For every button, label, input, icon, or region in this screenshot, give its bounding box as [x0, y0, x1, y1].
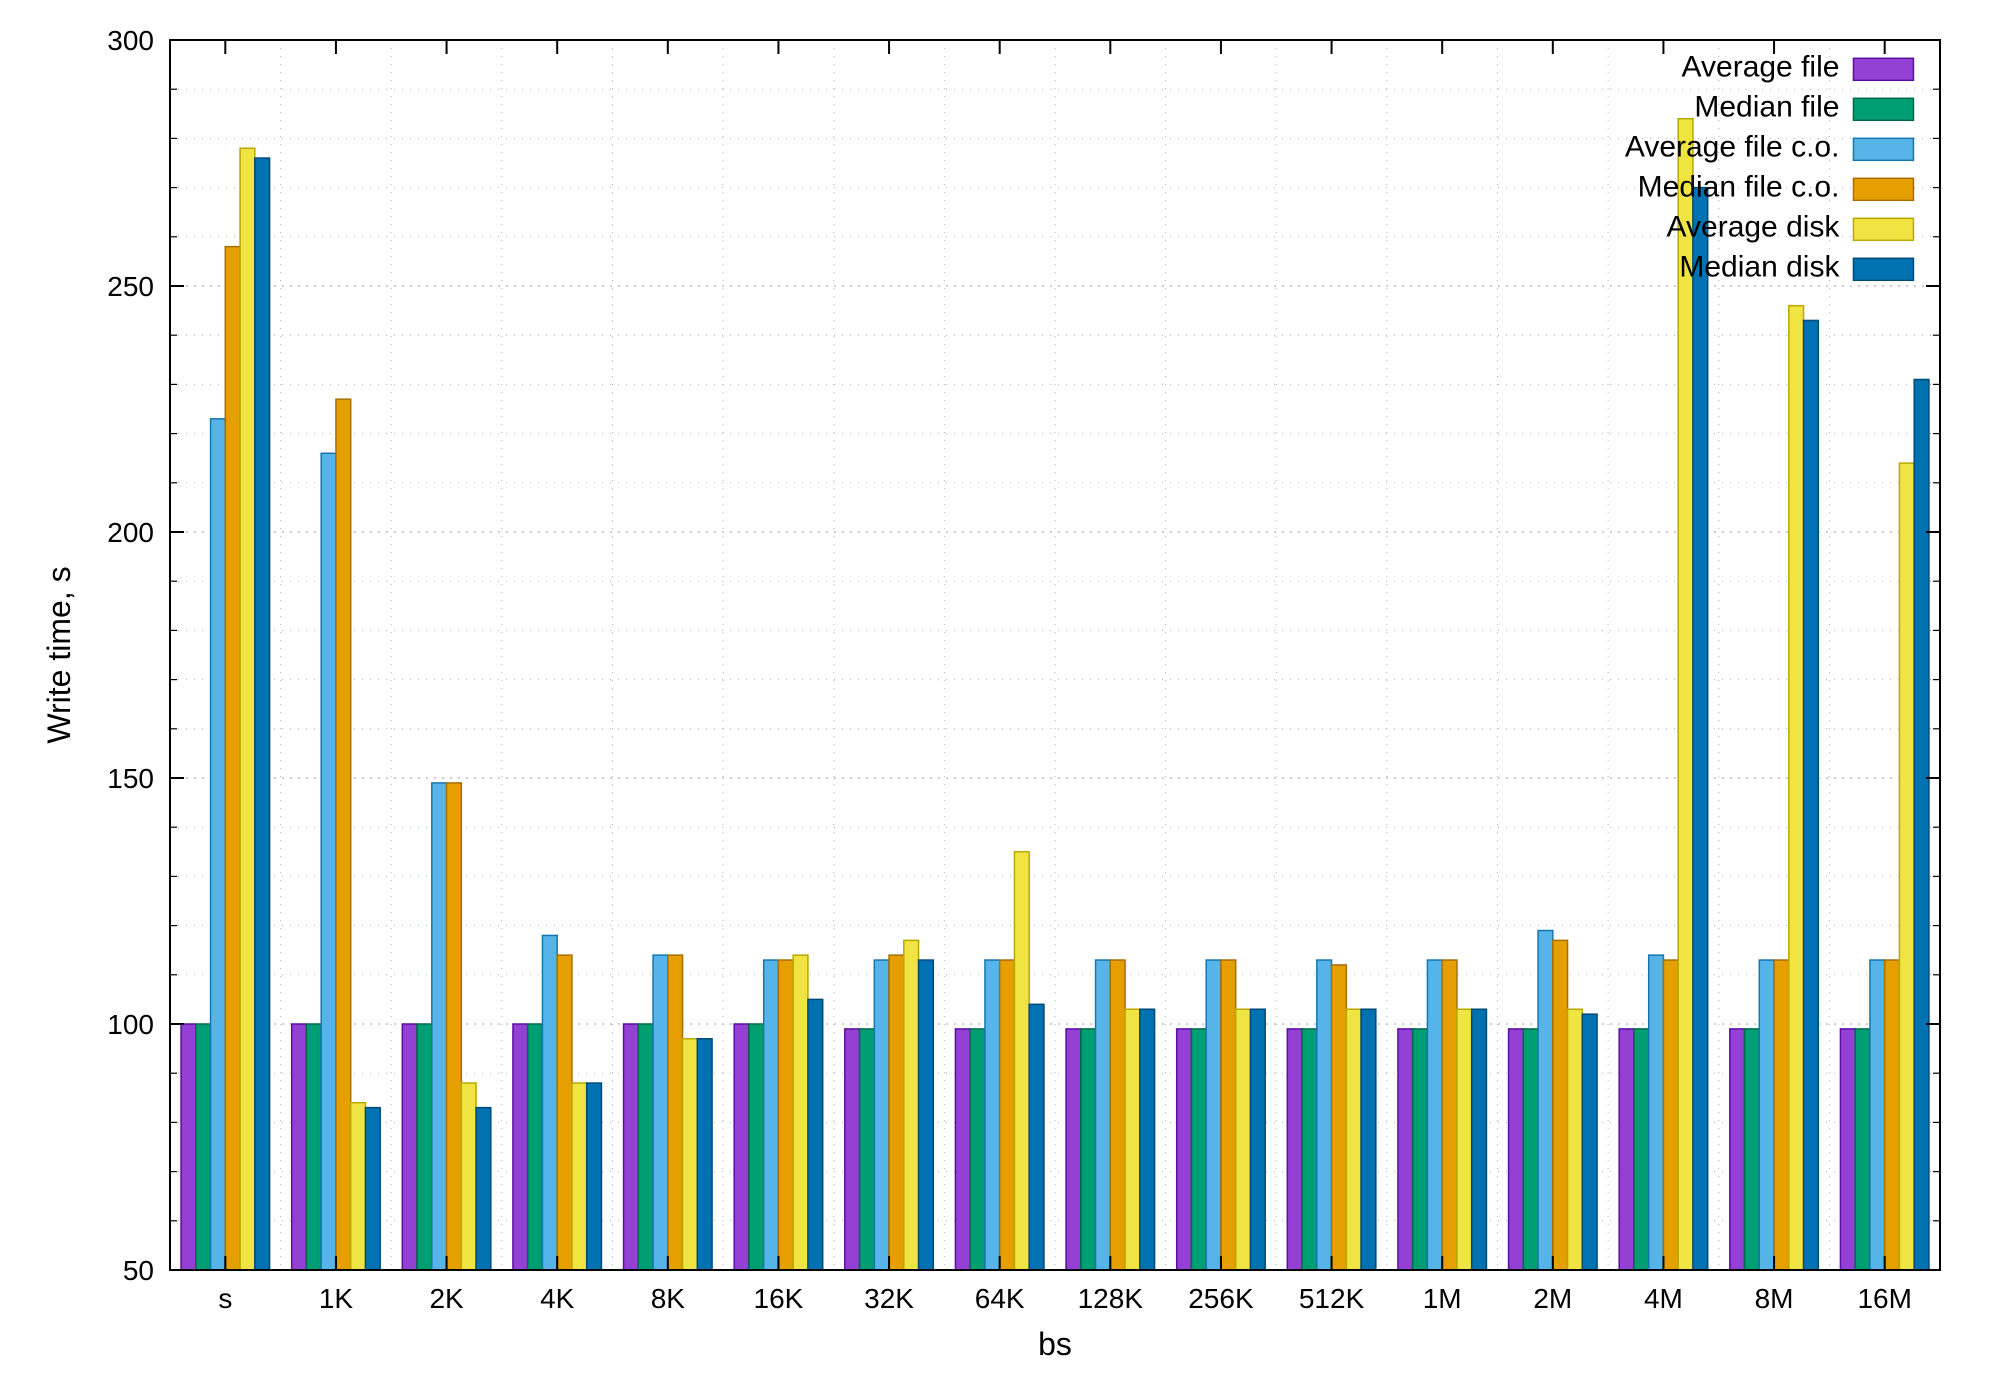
x-tick-label: 8M [1755, 1283, 1794, 1314]
legend-swatch [1853, 138, 1913, 160]
x-tick-label: 64K [975, 1283, 1025, 1314]
x-tick-label: s [218, 1283, 232, 1314]
y-tick-label: 100 [107, 1009, 154, 1040]
x-tick-label: 4M [1644, 1283, 1683, 1314]
legend-label: Average disk [1667, 210, 1841, 243]
chart-container: 50 100 150 200 250 300 s 1K 2K 4K 8K 16K 32K 64K 128K 2… [0, 0, 2000, 1400]
legend-swatch [1853, 258, 1913, 280]
legend-label: Median file [1694, 90, 1839, 123]
y-axis-label: Write time, s [41, 566, 77, 743]
legend-label: Average file [1682, 50, 1840, 83]
x-tick-label: 128K [1078, 1283, 1144, 1314]
legend-swatch [1853, 218, 1913, 240]
y-tick-label: 150 [107, 763, 154, 794]
bar-chart: 50 100 150 200 250 300 s 1K 2K 4K 8K 16K 32K 64K 128K 2… [0, 0, 2000, 1400]
x-tick-label: 1M [1423, 1283, 1462, 1314]
y-tick-label: 50 [123, 1255, 154, 1286]
x-tick-label: 32K [864, 1283, 914, 1314]
x-tick-label: 16M [1857, 1283, 1911, 1314]
legend-label: Average file c.o. [1625, 130, 1840, 163]
x-tick-label: 256K [1188, 1283, 1254, 1314]
legend-swatch [1853, 178, 1913, 200]
x-tick-label: 2M [1533, 1283, 1572, 1314]
legend-label: Median file c.o. [1638, 170, 1840, 203]
x-tick-label: 8K [651, 1283, 686, 1314]
x-tick-label: 1K [319, 1283, 354, 1314]
x-tick-label: 2K [429, 1283, 464, 1314]
x-tick-label: 16K [754, 1283, 804, 1314]
x-tick-label: 4K [540, 1283, 575, 1314]
legend-label: Median disk [1679, 250, 1840, 283]
x-tick-label: 512K [1299, 1283, 1365, 1314]
x-axis-label: bs [1038, 1326, 1072, 1362]
legend-swatch [1853, 58, 1913, 80]
y-tick-label: 250 [107, 271, 154, 302]
y-tick-label: 300 [107, 25, 154, 56]
legend-swatch [1853, 98, 1913, 120]
y-tick-label: 200 [107, 517, 154, 548]
